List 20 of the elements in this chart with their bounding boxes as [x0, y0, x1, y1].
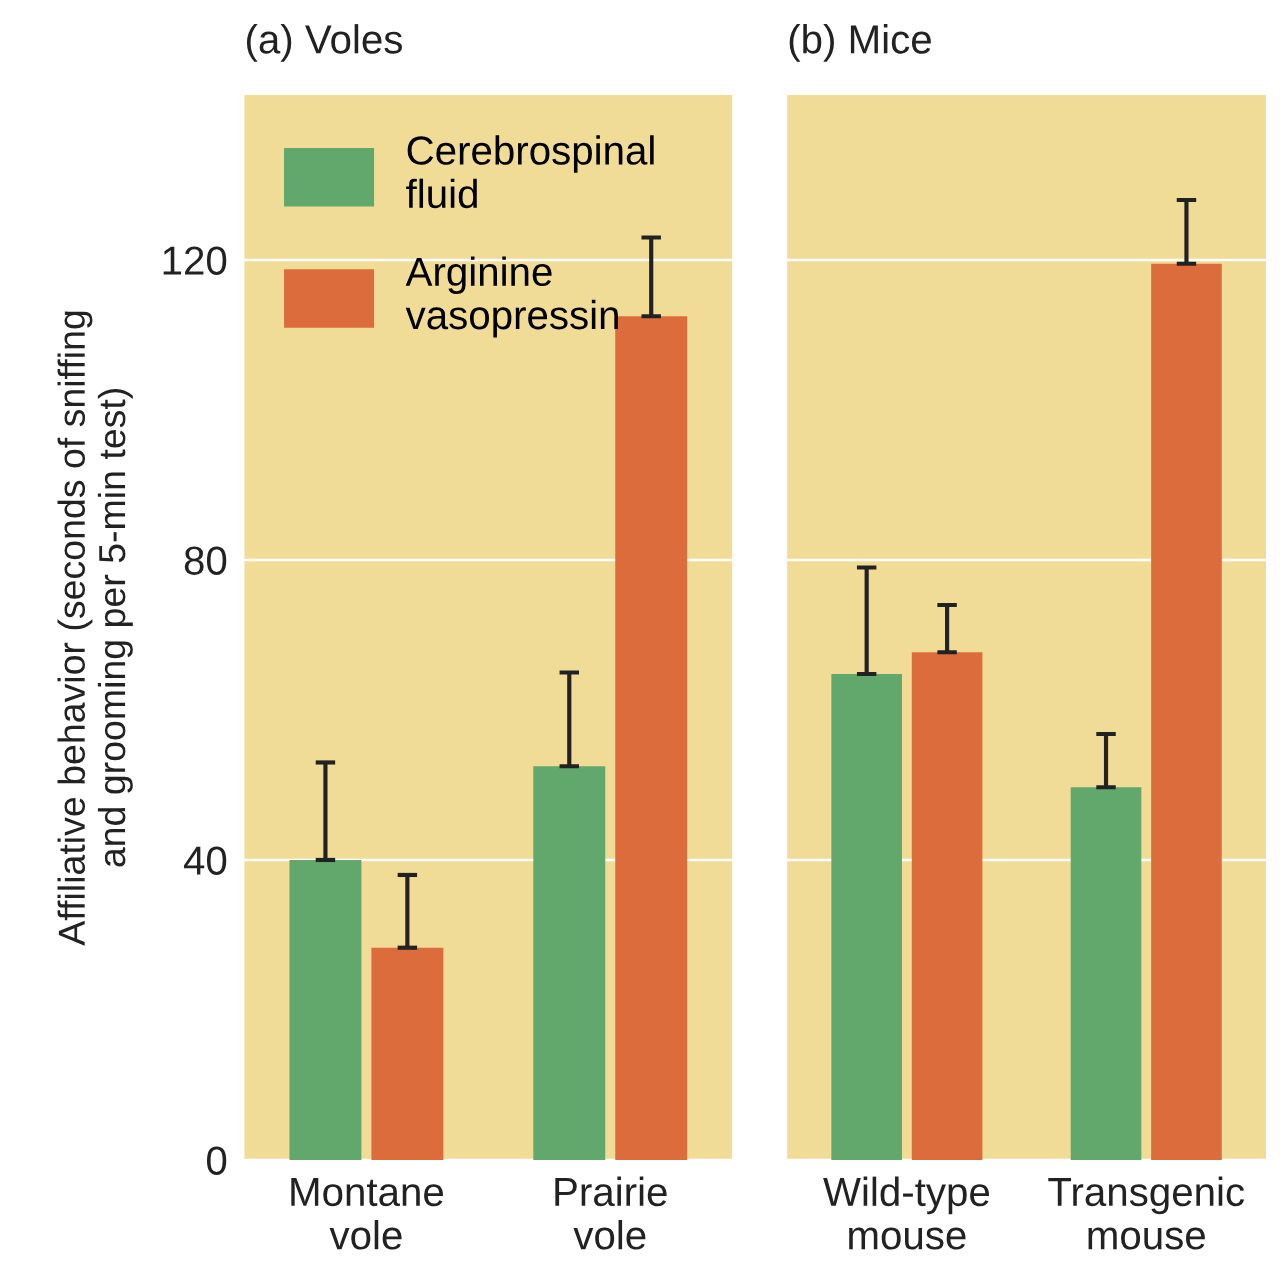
legend-label: Arginine vasopressin [405, 256, 618, 338]
chart-title: (a) Voles [246, 24, 402, 62]
bar [1151, 263, 1222, 1160]
bar [533, 766, 606, 1160]
legend-label: Cerebrospinal fluid [406, 135, 654, 209]
bar [831, 673, 902, 1160]
bar [289, 859, 362, 1160]
x-tick-label: Prairie vole [555, 1176, 667, 1250]
y-tick-label: 80 [184, 546, 227, 575]
bar [371, 947, 444, 1160]
y-tick-label: 40 [183, 846, 227, 875]
y-tick-label: 0 [206, 1146, 227, 1175]
bar [1070, 787, 1142, 1160]
chart-title: (b) Mice [789, 24, 931, 62]
bar [911, 652, 983, 1160]
x-tick-label: Transgenic mouse [1048, 1176, 1245, 1250]
x-tick-label: Wild-type mouse [823, 1176, 990, 1250]
x-tick-label: Montane vole [291, 1178, 443, 1250]
y-tick-label: 120 [163, 246, 227, 275]
y-axis-title: Affiliative behavior (seconds of sniffing and grooming per 5-min test) [57, 311, 133, 946]
